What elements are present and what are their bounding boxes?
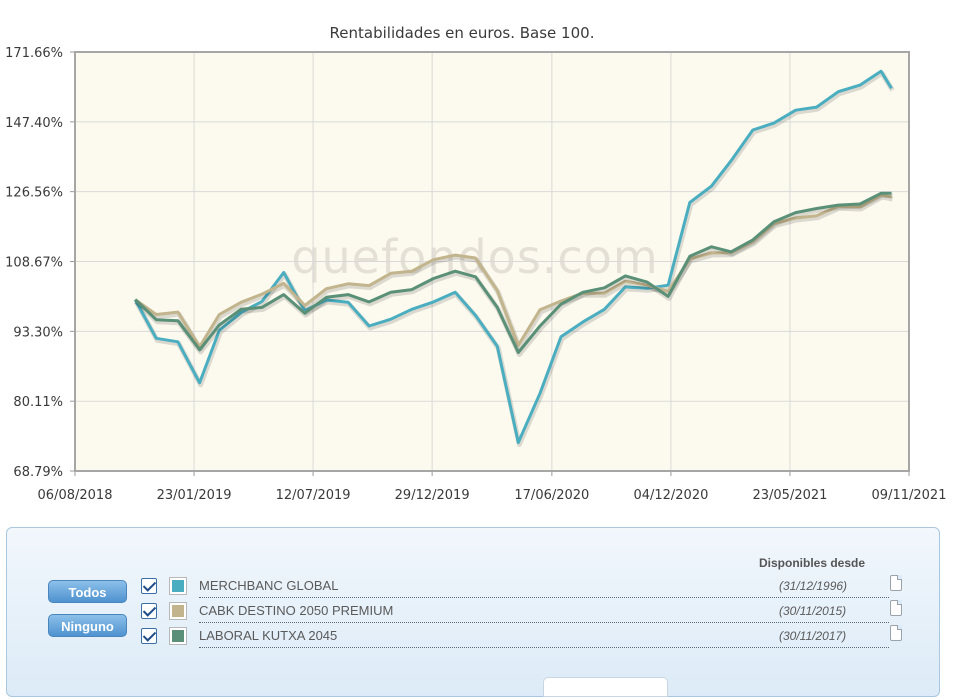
series-name: LABORAL KUTXA 2045 [199, 628, 338, 643]
row-divider [199, 622, 889, 623]
series-checkbox[interactable] [141, 628, 157, 644]
legend-row: LABORAL KUTXA 2045 (30/11/2017) [141, 624, 902, 648]
select-all-button[interactable]: Todos [48, 580, 127, 603]
document-icon[interactable] [890, 600, 902, 616]
x-tick-label: 23/01/2019 [157, 488, 232, 503]
available-since-date: (30/11/2015) [779, 604, 847, 618]
series-name: CABK DESTINO 2050 PREMIUM [199, 603, 394, 618]
series-name: MERCHBANC GLOBAL [199, 578, 339, 593]
x-tick-label: 09/11/2021 [872, 488, 947, 503]
series-color-swatch [169, 577, 187, 595]
select-none-button[interactable]: Ninguno [48, 614, 127, 637]
series-color-swatch [169, 602, 187, 620]
document-icon[interactable] [890, 575, 902, 591]
row-divider [199, 597, 889, 598]
legend-row: MERCHBANC GLOBAL (31/12/1996) [141, 574, 902, 598]
legend-row: CABK DESTINO 2050 PREMIUM (30/11/2015) [141, 599, 902, 623]
series-line [134, 191, 892, 354]
row-divider [199, 647, 889, 648]
x-tick-label: 04/12/2020 [633, 488, 708, 503]
series-line [133, 69, 893, 444]
y-tick-label: 126.56% [5, 186, 63, 201]
x-tick-label: 12/07/2019 [276, 488, 351, 503]
document-icon[interactable] [890, 625, 902, 641]
x-tick-label: 17/06/2020 [514, 488, 589, 503]
available-since-date: (31/12/1996) [779, 579, 848, 593]
y-tick-label: 80.11% [13, 395, 63, 410]
x-tick-label: 29/12/2019 [395, 488, 470, 503]
series-line-shadow [134, 194, 893, 352]
series-line-shadow [134, 192, 893, 357]
bottom-tab[interactable] [543, 677, 668, 697]
available-since-date: (30/11/2017) [779, 629, 847, 643]
series-color-swatch [169, 627, 187, 645]
legend-panel: Todos Ninguno Disponibles desde MERCHBAN… [6, 527, 940, 697]
chart-area: quefondos.com Rentabilidades en euros. Ba… [5, 24, 947, 503]
chart-title: Rentabilidades en euros. Base 100. [330, 24, 595, 42]
x-tick-label: 23/05/2021 [752, 488, 827, 503]
available-since-header: Disponibles desde [759, 556, 866, 570]
series-line-shadow [134, 70, 895, 447]
plot-frame [74, 51, 910, 472]
y-tick-label: 147.40% [5, 116, 63, 131]
series-checkbox[interactable] [141, 603, 157, 619]
y-tick-label: 108.67% [5, 255, 63, 270]
x-tick-label: 06/08/2018 [38, 488, 113, 503]
y-tick-label: 68.79% [13, 465, 63, 480]
series-checkbox[interactable] [141, 578, 157, 594]
y-tick-label: 171.66% [5, 46, 63, 61]
y-tick-label: 93.30% [13, 325, 63, 340]
